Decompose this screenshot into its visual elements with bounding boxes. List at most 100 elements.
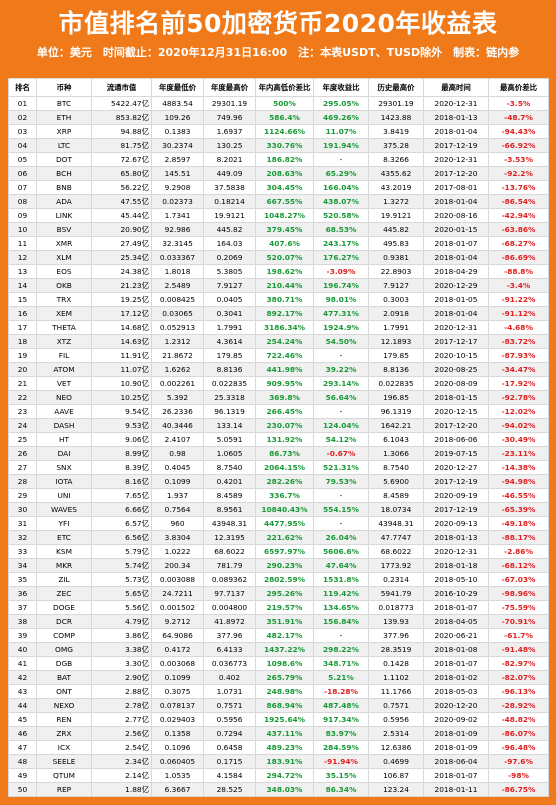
table-cell: 34 xyxy=(8,558,37,573)
table-cell: 2018-01-18 xyxy=(423,558,489,573)
table-cell: 0.002261 xyxy=(151,376,204,391)
table-cell: 2018-04-05 xyxy=(423,614,489,629)
table-cell: -88.8% xyxy=(488,264,549,279)
table-cell: -17.92% xyxy=(488,376,549,391)
table-cell: 45 xyxy=(8,712,37,727)
table-cell: 520.07% xyxy=(255,250,314,265)
table-cell: 12.3195 xyxy=(203,530,256,545)
table-cell: 47.55亿 xyxy=(91,194,152,209)
table-cell: 98.01% xyxy=(313,292,369,307)
table-cell: 2018-01-13 xyxy=(423,110,489,125)
table-body: 01 BTC 5422.47亿 4883.54 29301.19 500% 295.05% 2… xyxy=(8,96,549,797)
table-cell: 2017-12-19 xyxy=(423,474,489,489)
table-cell: 124.04% xyxy=(313,418,369,433)
table-row: 34 MKR 5.74亿 200.34 781.79 290.23% 47.64% 1773.… xyxy=(8,558,549,573)
table-cell: 07 xyxy=(8,180,37,195)
table-cell: 06 xyxy=(8,166,37,181)
table-cell: -96.48% xyxy=(488,740,549,755)
table-cell: KSM xyxy=(36,544,92,559)
table-cell: 221.62% xyxy=(255,530,314,545)
table-cell: 11.1766 xyxy=(368,684,424,699)
table-cell: 92.986 xyxy=(151,222,204,237)
table-cell: 0.1096 xyxy=(151,740,204,755)
table-cell: -68.12% xyxy=(488,558,549,573)
header-row: 排名 币种 流通市值 年度最低价 年度最高价 年内高低价差比 年度收益比 历史最高价 最高时间最… xyxy=(8,78,549,97)
table-cell: 722.46% xyxy=(255,348,314,363)
table-cell: 0.1428 xyxy=(368,656,424,671)
table-cell: 64.9086 xyxy=(151,628,204,643)
table-cell: 2020-09-13 xyxy=(423,516,489,531)
table-row: 44 NEXO 2.78亿 0.078137 0.7571 868.94% 487.48% 0… xyxy=(8,698,549,713)
table-cell: 2.0918 xyxy=(368,306,424,321)
table-cell: 39.22% xyxy=(313,362,369,377)
table-cell: 0.4045 xyxy=(151,460,204,475)
table-cell: -92.2% xyxy=(488,166,549,181)
table-cell: 4.3614 xyxy=(203,334,256,349)
table-cell: 0.036773 xyxy=(203,656,256,671)
table-cell: -61.7% xyxy=(488,628,549,643)
table-cell: -65.39% xyxy=(488,502,549,517)
table-cell: 11.91亿 xyxy=(91,348,152,363)
table-cell: -63.86% xyxy=(488,222,549,237)
table-cell: 25 xyxy=(8,432,37,447)
column-header: 历史最高价 xyxy=(368,78,424,97)
table-cell: -4.68% xyxy=(488,320,549,335)
table-cell: 4.1584 xyxy=(203,768,256,783)
table-cell: 2019-07-15 xyxy=(423,446,489,461)
table-cell: 2018-01-07 xyxy=(423,656,489,671)
table-row: 48 SEELE 2.34亿 0.060405 0.1715 183.91% -91.94%… xyxy=(8,754,549,769)
table-cell: ADA xyxy=(36,194,92,209)
table-cell: 437.11% xyxy=(255,726,314,741)
table-cell: 37 xyxy=(8,600,37,615)
table-cell: 2.56亿 xyxy=(91,726,152,741)
table-row: 06 BCH 65.80亿 145.51 449.09 208.63% 65.29% 4355… xyxy=(8,166,549,181)
table-cell: 853.82亿 xyxy=(91,110,152,125)
table-cell: 0.052913 xyxy=(151,320,204,335)
table-cell: 0.9381 xyxy=(368,250,424,265)
table-cell: 0.02373 xyxy=(151,194,204,209)
table-cell: 19 xyxy=(8,348,37,363)
table-cell: 1642.21 xyxy=(368,418,424,433)
table-cell: -94.43% xyxy=(488,124,549,139)
table-cell: 6.4133 xyxy=(203,642,256,657)
table-cell: 294.72% xyxy=(255,768,314,783)
table-cell: 441.98% xyxy=(255,362,314,377)
table-cell: IOTA xyxy=(36,474,92,489)
table-cell: -92.78% xyxy=(488,390,549,405)
table-cell: 47 xyxy=(8,740,37,755)
table-cell: 86.73% xyxy=(255,446,314,461)
table-cell: 1.0605 xyxy=(203,446,256,461)
table-cell: 2.77亿 xyxy=(91,712,152,727)
table-cell: 0.003088 xyxy=(151,572,204,587)
table-cell: 0.4699 xyxy=(368,754,424,769)
table-cell: 5.74亿 xyxy=(91,558,152,573)
table-cell: 1773.92 xyxy=(368,558,424,573)
table-cell: 2020-12-27 xyxy=(423,460,489,475)
table-cell: 42 xyxy=(8,670,37,685)
table-cell: 15 xyxy=(8,292,37,307)
table-cell: 10.25亿 xyxy=(91,390,152,405)
table-cell: 2018-05-10 xyxy=(423,572,489,587)
table-cell: 176.27% xyxy=(313,250,369,265)
table-cell: 183.91% xyxy=(255,754,314,769)
table-cell: 03 xyxy=(8,124,37,139)
table-row: 13 EOS 24.38亿 1.8018 5.3805 198.62% -3.09% 22.8… xyxy=(8,264,549,279)
table-cell: 2018-01-15 xyxy=(423,390,489,405)
table-cell: REN xyxy=(36,712,92,727)
table-cell: 54.50% xyxy=(313,334,369,349)
table-cell: 0.004800 xyxy=(203,600,256,615)
table-cell: 09 xyxy=(8,208,37,223)
table-cell: 1.7991 xyxy=(368,320,424,335)
table-cell: 12.6386 xyxy=(368,740,424,755)
table-cell: 23 xyxy=(8,404,37,419)
table-cell: 24.7211 xyxy=(151,586,204,601)
table-row: 19 FIL 11.91亿 21.8672 179.85 722.46% -179.85 20… xyxy=(8,348,549,363)
table-cell: -91.94% xyxy=(313,754,369,769)
table-cell: 2.4107 xyxy=(151,432,204,447)
table-cell: 0.7571 xyxy=(203,698,256,713)
table-cell: 54.12% xyxy=(313,432,369,447)
table-cell: -86.75% xyxy=(488,782,549,797)
table-cell: -42.94% xyxy=(488,208,549,223)
table-cell: 05 xyxy=(8,152,37,167)
table-cell: 5.0591 xyxy=(203,432,256,447)
